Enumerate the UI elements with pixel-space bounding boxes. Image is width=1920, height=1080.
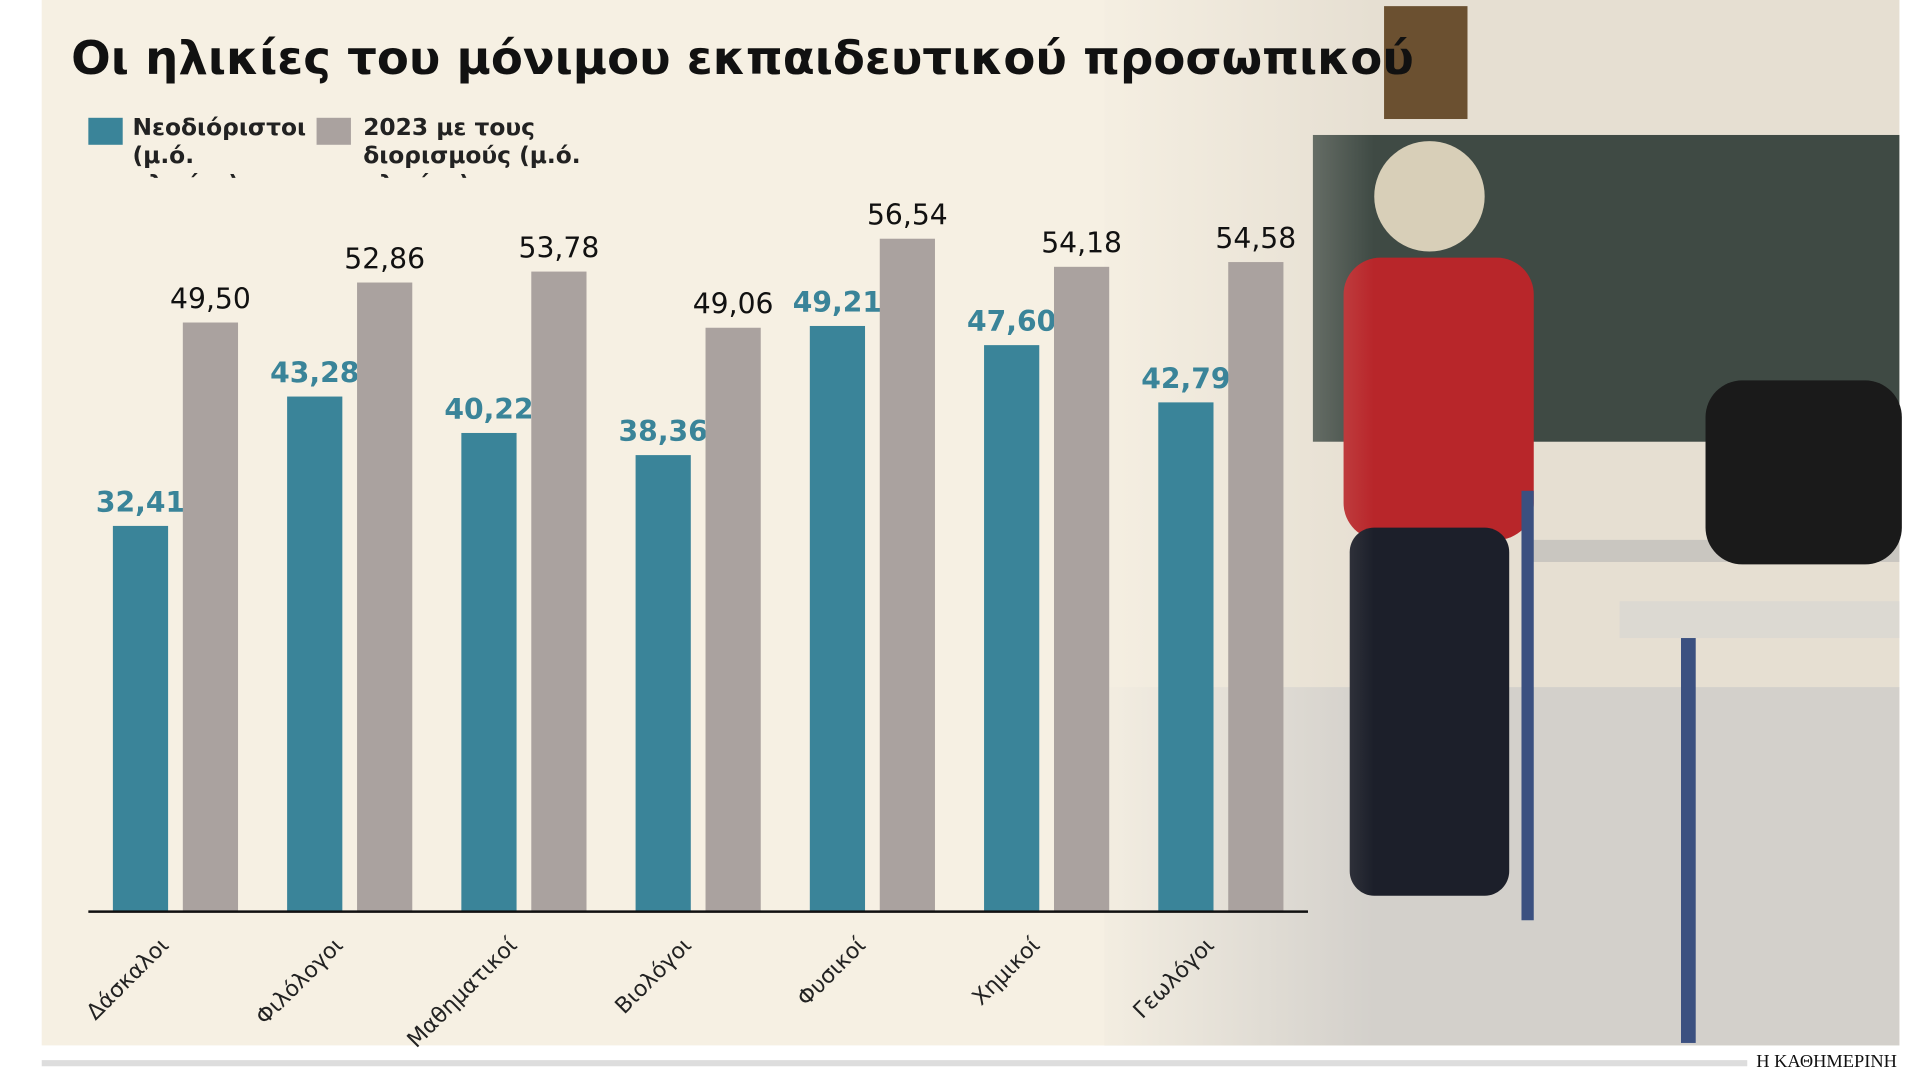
legend-label: Νεοδιόριστοι (μ.ό. ηλικίας) xyxy=(132,114,307,178)
bar xyxy=(879,238,935,912)
legend-swatch xyxy=(88,117,123,145)
bar xyxy=(809,325,866,912)
value-label: 49,06 xyxy=(693,288,774,321)
bar xyxy=(357,282,413,912)
value-label: 32,41 xyxy=(96,486,185,519)
value-label: 53,78 xyxy=(519,231,600,264)
legend-item: 2023 με τους διορισμούς (μ.ό. ηλικίας) xyxy=(363,114,581,178)
source: Η ΚΑΘΗΜΕΡΙΝΗ xyxy=(1756,1051,1897,1071)
bar xyxy=(1053,266,1110,912)
value-label: 54,58 xyxy=(1215,222,1296,255)
bar xyxy=(182,322,239,912)
bar xyxy=(705,327,761,912)
bar xyxy=(984,345,1040,912)
legend-item: Νεοδιόριστοι (μ.ό. ηλικίας) xyxy=(132,114,307,178)
value-label: 56,54 xyxy=(867,199,948,232)
value-label: 49,50 xyxy=(170,282,251,315)
footer-rule xyxy=(41,1060,1748,1067)
value-label: 52,86 xyxy=(344,242,425,275)
legend-swatch xyxy=(316,117,351,145)
value-label: 43,28 xyxy=(270,356,359,389)
legend-label: 2023 με τους διορισμούς (μ.ό. ηλικίας) xyxy=(363,114,581,178)
value-label: 49,21 xyxy=(793,286,882,319)
bar xyxy=(635,455,691,912)
bar xyxy=(531,271,587,912)
bar xyxy=(461,432,517,912)
bar xyxy=(1158,402,1214,912)
value-label: 54,18 xyxy=(1041,227,1122,260)
value-label: 42,79 xyxy=(1141,362,1230,395)
value-label: 38,36 xyxy=(619,415,708,448)
bar xyxy=(1228,262,1284,912)
bar xyxy=(112,525,169,912)
value-label: 47,60 xyxy=(967,305,1056,338)
bar xyxy=(287,396,343,912)
chart-title: Οι ηλικίες του μόνιμου εκπαιδευτικού προ… xyxy=(71,31,1414,85)
value-label: 40,22 xyxy=(444,393,533,426)
photo-fade xyxy=(1079,0,1375,1046)
